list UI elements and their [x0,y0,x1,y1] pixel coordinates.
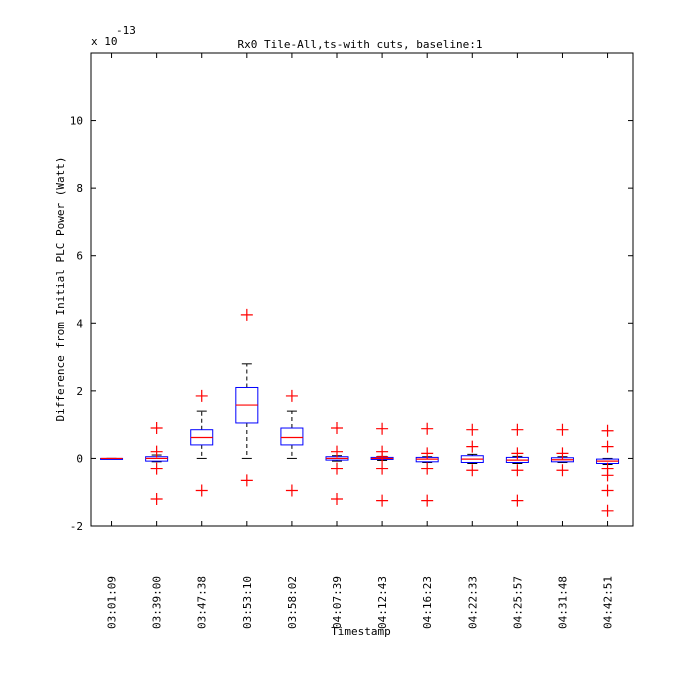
x-tick-label: 04:07:39 [331,576,344,629]
y-tick-label: 2 [76,385,83,398]
outlier-marker [421,447,434,460]
y-tick-label: -2 [70,520,83,533]
outlier-marker [331,445,344,458]
y-tick-label: 10 [70,115,83,128]
outlier-marker [511,423,524,436]
outlier-marker [195,389,208,402]
x-tick-label: 04:25:57 [511,576,524,629]
outlier-marker [150,445,163,458]
plot-marks [91,53,633,527]
outlier-marker [376,450,389,463]
outlier-marker [421,422,434,435]
x-axis-label: Timestamp [331,625,391,638]
x-tick-label: 03:53:10 [241,576,254,629]
outlier-marker [601,484,614,497]
plot-area-frame [90,52,634,527]
outlier-marker [376,494,389,507]
outlier-marker [150,462,163,475]
outlier-marker [331,492,344,505]
outlier-marker [466,440,479,453]
outlier-marker [601,504,614,517]
outlier-marker [376,462,389,475]
y-tick-label: 4 [76,317,83,330]
x-tick-label: 04:42:51 [602,576,615,629]
outlier-marker [601,469,614,482]
x-tick-label: 03:47:38 [196,576,209,629]
y-tick-label: 8 [76,182,83,195]
x-tick-label: 03:39:00 [151,576,164,629]
outlier-marker [195,484,208,497]
x-tick-label: 04:16:23 [421,576,434,629]
outlier-marker [240,474,253,487]
outlier-marker [466,423,479,436]
outlier-marker [556,447,569,460]
outlier-marker [150,422,163,435]
outlier-marker [511,464,524,477]
outlier-marker [421,462,434,475]
outlier-marker [421,494,434,507]
y-tick-label: 6 [76,250,83,263]
outlier-marker [240,308,253,321]
outlier-marker [511,447,524,460]
y-axis-label: Difference from Initial PLC Power (Watt) [54,157,67,422]
x-tick-label: 03:58:02 [286,576,299,629]
outlier-marker [285,389,298,402]
x-tick-label: 03:01:09 [106,576,119,629]
outlier-marker [601,424,614,437]
outlier-marker [466,464,479,477]
outlier-marker [331,422,344,435]
outlier-marker [556,423,569,436]
x-tick-label: 04:22:33 [466,576,479,629]
outlier-marker [556,464,569,477]
outlier-marker [601,440,614,453]
outlier-marker [511,494,524,507]
x-tick-label: 04:12:43 [376,576,389,629]
x-tick-label: 04:31:48 [556,576,569,629]
chart-title: Rx0 Tile-All,ts-with cuts, baseline:1 [237,38,482,51]
outlier-marker [331,462,344,475]
y-multiplier-exponent: -13 [116,24,136,37]
outlier-marker [285,484,298,497]
box [280,427,304,446]
y-tick-label: 0 [76,452,83,465]
y-multiplier-base: x 10 [91,35,118,48]
outlier-marker [376,422,389,435]
outlier-marker [150,492,163,505]
